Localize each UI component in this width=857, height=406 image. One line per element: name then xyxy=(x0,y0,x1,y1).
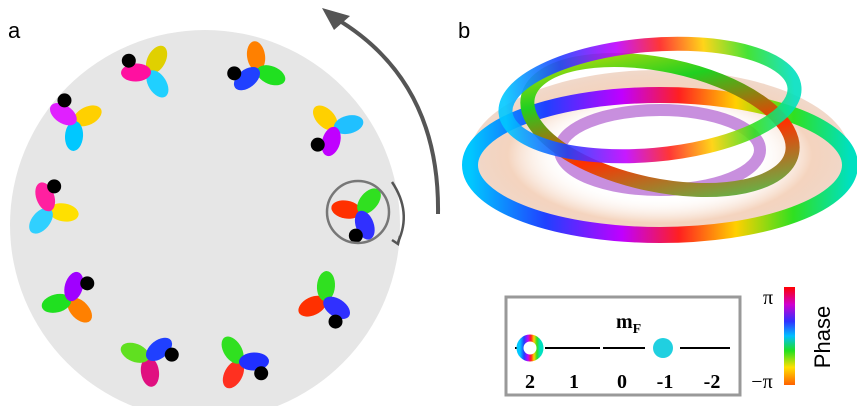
figure: a b mF 2 1 0 -1 -2 π −π Phase xyxy=(0,0,857,406)
anchor-dot xyxy=(227,66,241,80)
anchor-dot xyxy=(47,179,61,193)
panel-label: b xyxy=(458,18,470,43)
legend-title-sub: F xyxy=(633,322,642,337)
level-label: 0 xyxy=(617,371,627,393)
colorbar-bottom: −π xyxy=(751,371,772,393)
level-dot xyxy=(653,338,673,358)
anchor-dot xyxy=(165,348,179,362)
anchor-dot xyxy=(80,276,94,290)
anchor-dot xyxy=(349,229,363,243)
colorbar-top: π xyxy=(763,287,773,309)
anchor-dot xyxy=(254,366,268,380)
colorbar xyxy=(784,287,795,385)
anchor-dot xyxy=(57,93,71,107)
level-label: 1 xyxy=(569,371,579,393)
anchor-dot xyxy=(311,138,325,152)
level-label: 2 xyxy=(525,371,535,393)
level-label: -1 xyxy=(657,371,674,393)
panel-label: a xyxy=(8,18,21,43)
anchor-dot xyxy=(329,315,343,329)
anchor-dot xyxy=(122,54,136,68)
colorbar-label: Phase xyxy=(810,306,835,368)
level-label: -2 xyxy=(704,371,721,393)
legend-title-main: m xyxy=(616,311,633,333)
